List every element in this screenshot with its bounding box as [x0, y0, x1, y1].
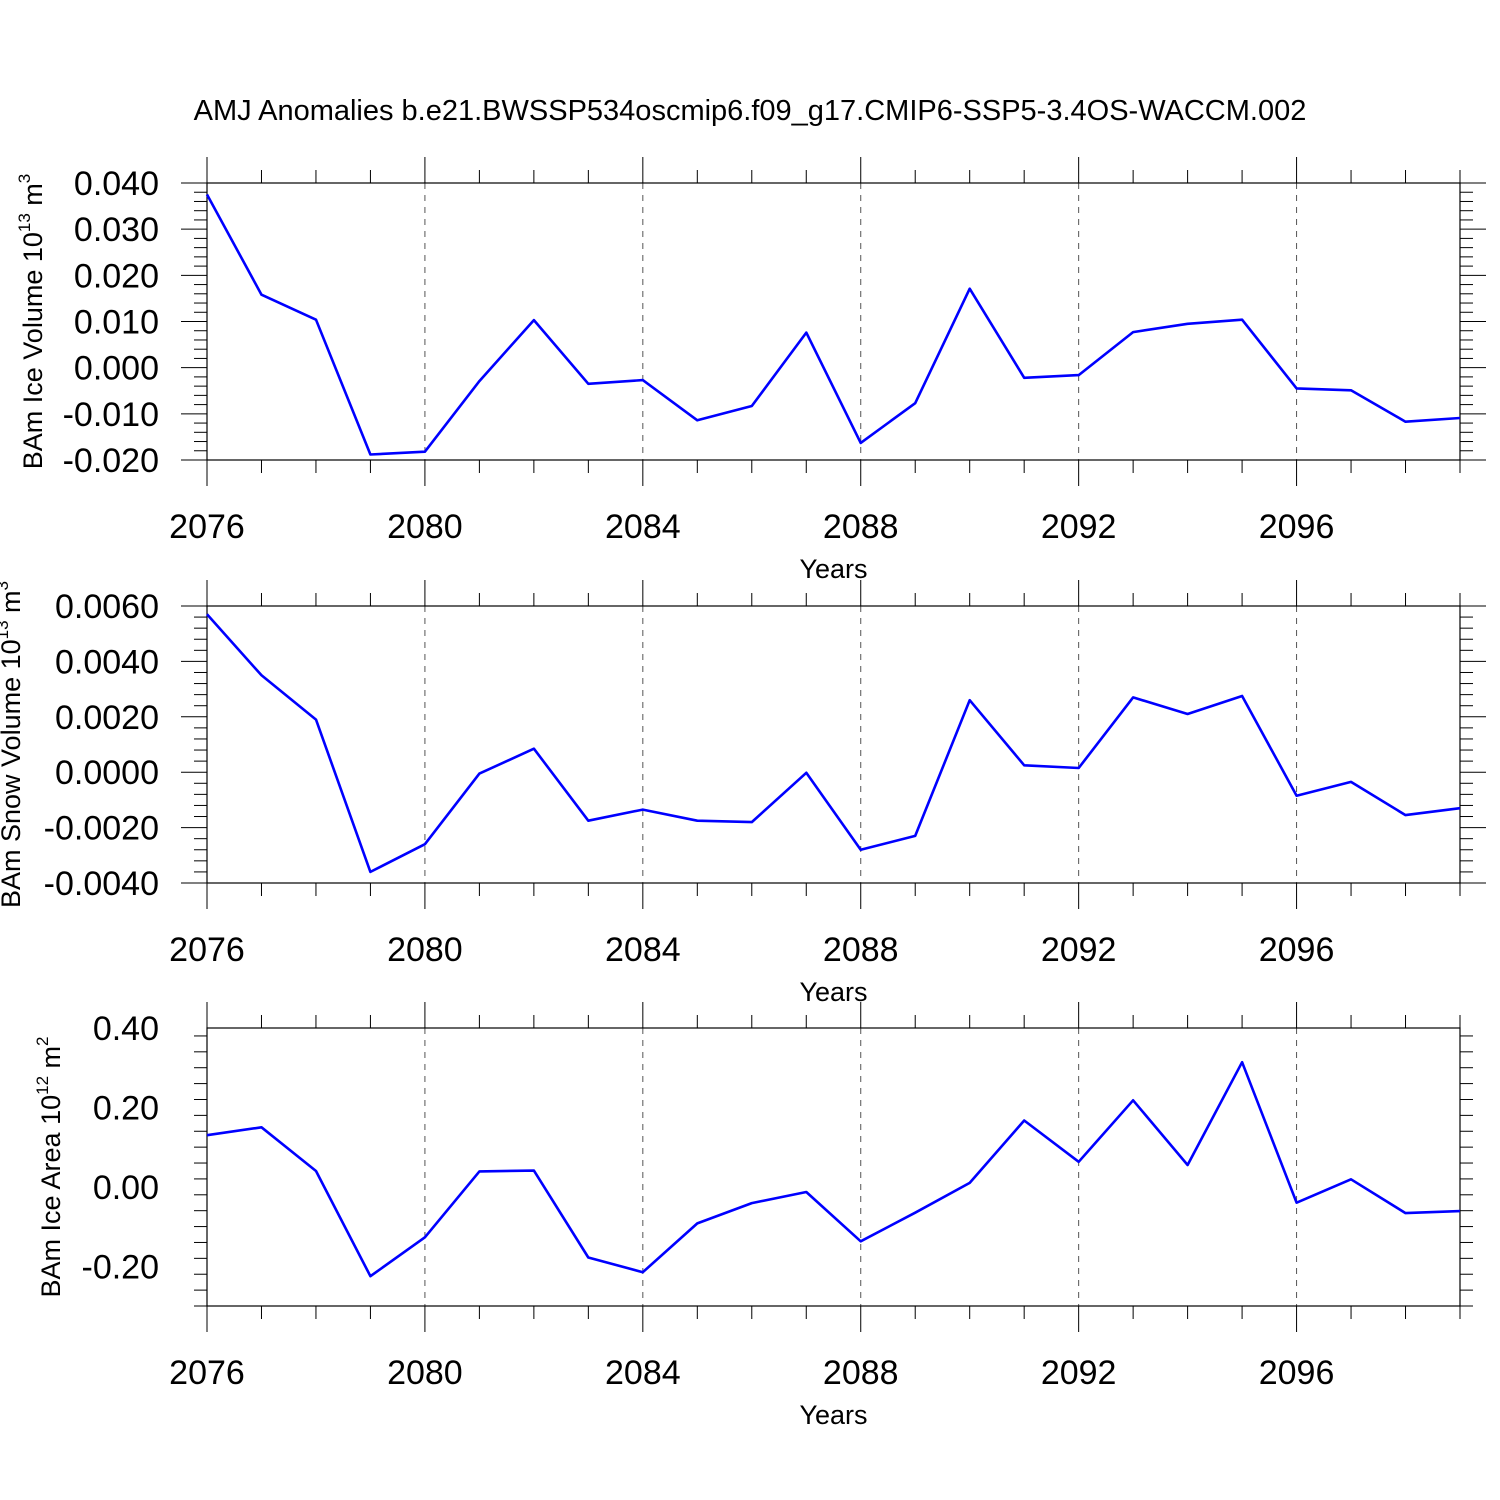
x-tick-label: 2084 [605, 931, 681, 969]
y-axis-title: BAm Ice Volume 1013 m3 [15, 174, 48, 470]
x-tick-label: 2080 [387, 1354, 463, 1392]
y-axis-title-unit-exponent: 2 [33, 1037, 52, 1046]
x-tick-label: 2076 [169, 931, 245, 969]
y-tick-label: -0.010 [63, 396, 159, 434]
panel-3: -0.20 0.00 0.20 0.40 2076 2080 2084 2088 2092 209… [33, 1002, 1473, 1430]
y-tick-label: 0.0060 [55, 588, 159, 626]
y-tick-label: 0.010 [74, 304, 159, 342]
plot-frame [206, 605, 1461, 884]
x-tick-label: 2096 [1259, 508, 1335, 546]
y-tick-label: 0.030 [74, 211, 159, 249]
y-tick-label: 0.020 [74, 257, 159, 295]
x-tick-label: 2076 [169, 508, 245, 546]
x-tick-label: 2076 [169, 1354, 245, 1392]
figure-title: AMJ Anomalies b.e21.BWSSP534oscmip6.f09_… [194, 95, 1307, 127]
y-tick-label: 0.000 [74, 350, 159, 388]
y-axis-title-text: BAm Snow Volume 10 [0, 639, 26, 908]
y-axis-title-unit: m [36, 1046, 66, 1076]
y-axis-title-unit: m [0, 590, 26, 620]
x-tick-label: 2088 [823, 1354, 899, 1392]
y-tick-label: 0.20 [93, 1089, 159, 1127]
y-tick-label: 0.0000 [55, 754, 159, 792]
x-tick-label: 2088 [823, 931, 899, 969]
series-line [206, 1060, 1461, 1278]
x-tick-label: 2080 [387, 931, 463, 969]
y-axis-title-unit-exponent: 3 [15, 174, 34, 183]
plot-frame [206, 182, 1461, 461]
y-tick-label: 0.40 [93, 1010, 159, 1048]
y-axis-title: BAm Ice Area 1012 m2 [33, 1037, 66, 1298]
x-tick-label: 2092 [1041, 1354, 1117, 1392]
y-tick-label: 0.0040 [55, 643, 159, 681]
y-axis-title-unit-exponent: 3 [0, 581, 12, 590]
panel-1: -0.020 -0.010 0.000 0.010 0.020 0.030 0.040 207… [15, 157, 1486, 584]
y-tick-label: -0.20 [82, 1248, 160, 1286]
x-tick-label: 2084 [605, 1354, 681, 1392]
y-axis-title-exponent: 12 [33, 1076, 52, 1095]
x-tick-label: 2080 [387, 508, 463, 546]
y-axis-title-unit: m [18, 183, 48, 213]
x-axis-title: Years [799, 977, 867, 1007]
x-tick-label: 2096 [1259, 931, 1335, 969]
y-tick-label: 0.0020 [55, 699, 159, 737]
series-line [206, 613, 1461, 874]
x-axis-title: Years [799, 1400, 867, 1430]
x-tick-label: 2084 [605, 508, 681, 546]
series-line [205, 193, 1461, 456]
panels: -0.020 -0.010 0.000 0.010 0.020 0.030 0.040 207… [0, 157, 1486, 1430]
y-tick-label: 0.00 [93, 1169, 159, 1207]
y-tick-label: -0.0040 [44, 865, 159, 903]
x-axis-title: Years [799, 554, 867, 584]
y-axis-title-exponent: 13 [0, 620, 12, 639]
y-axis-title-text: BAm Ice Volume 10 [18, 232, 48, 469]
panel-2: -0.0040 -0.0020 0.0000 0.0020 0.0040 0.0060 20… [0, 580, 1486, 1007]
y-tick-label: -0.0020 [44, 810, 159, 848]
y-tick-label: -0.020 [63, 442, 159, 480]
y-axis-title-exponent: 13 [15, 213, 34, 232]
plot-frame [206, 1027, 1461, 1307]
y-axis-title: BAm Snow Volume 1013 m3 [0, 581, 26, 908]
x-tick-label: 2092 [1041, 931, 1117, 969]
y-axis-title-text: BAm Ice Area 10 [36, 1095, 66, 1298]
y-tick-label: 0.040 [74, 165, 159, 203]
x-tick-label: 2092 [1041, 508, 1117, 546]
x-tick-label: 2096 [1259, 1354, 1335, 1392]
x-tick-label: 2088 [823, 508, 899, 546]
